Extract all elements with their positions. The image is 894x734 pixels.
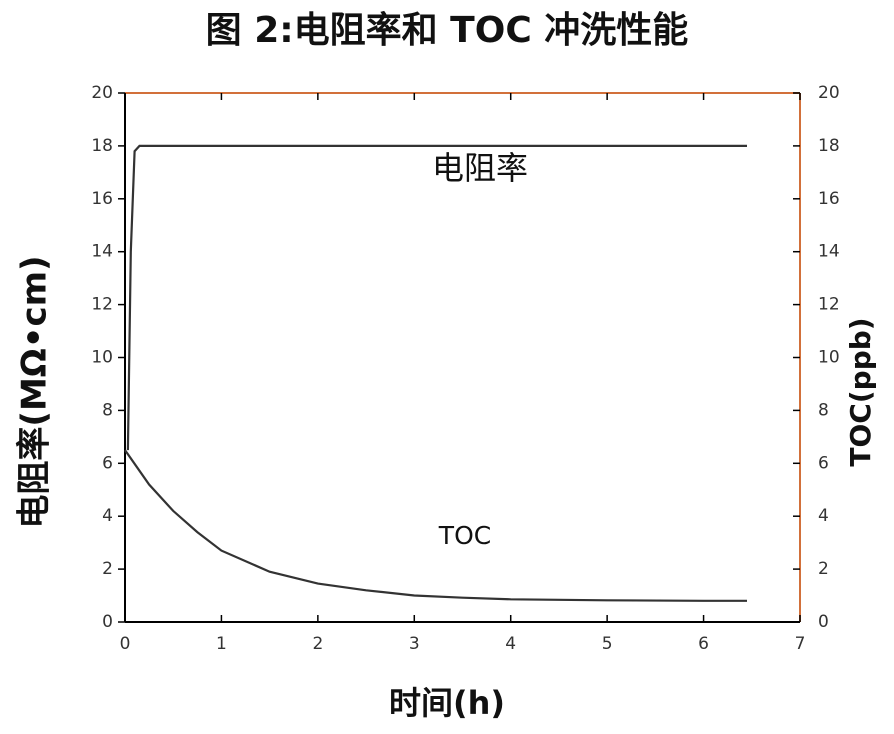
x-tick-label: 5	[602, 634, 613, 654]
series-line	[124, 449, 747, 602]
y-tick-label: 0	[102, 612, 113, 632]
y-tick-label: 2	[102, 559, 113, 579]
y2-tick-label: 20	[818, 83, 840, 103]
y2-tick-label: 10	[818, 348, 840, 368]
x-tick-label: 4	[505, 634, 516, 654]
y2-tick-label: 8	[818, 400, 829, 420]
x-tick-label: 3	[409, 634, 420, 654]
y2-tick-label: 16	[818, 189, 840, 209]
y2-tick-label: 12	[818, 295, 840, 315]
y2-tick-label: 18	[818, 136, 840, 156]
chart-title: 图 2:电阻率和 TOC 冲洗性能	[206, 10, 689, 51]
y-tick-label: 10	[91, 348, 113, 368]
y2-axis-label: TOC(ppb)	[844, 317, 877, 466]
x-tick-label: 0	[120, 634, 131, 654]
y-tick-label: 16	[91, 189, 113, 209]
y-tick-label: 20	[91, 83, 113, 103]
y-tick-label: 6	[102, 453, 113, 473]
x-tick-label: 1	[216, 634, 227, 654]
y-tick-label: 18	[91, 136, 113, 156]
y2-tick-label: 4	[818, 506, 829, 526]
x-tick-label: 6	[698, 634, 709, 654]
y2-tick-label: 2	[818, 559, 829, 579]
x-tick-label: 7	[795, 634, 806, 654]
series-label: 电阻率	[432, 149, 528, 187]
y-axis-label: 电阻率(MΩ•cm)	[15, 255, 55, 528]
y2-tick-label: 14	[818, 242, 840, 262]
x-tick-label: 2	[312, 634, 323, 654]
y2-tick-label: 6	[818, 453, 829, 473]
y-tick-label: 14	[91, 242, 113, 262]
series-line	[126, 144, 747, 451]
x-axis-label: 时间(h)	[389, 684, 505, 722]
y-tick-label: 8	[102, 400, 113, 420]
y-tick-label: 4	[102, 506, 113, 526]
series-label: TOC	[438, 521, 491, 550]
y-tick-label: 12	[91, 295, 113, 315]
y2-tick-label: 0	[818, 612, 829, 632]
